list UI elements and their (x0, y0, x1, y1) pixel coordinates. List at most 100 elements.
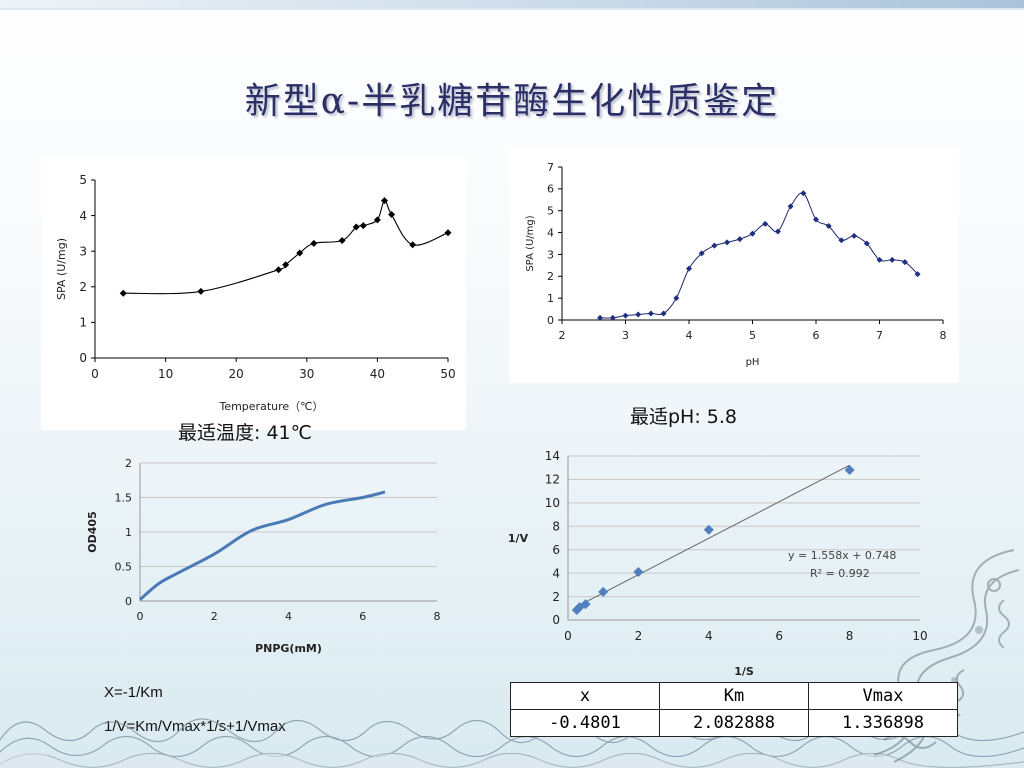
trendline-r2: R² = 0.992 (810, 567, 870, 580)
data-point (598, 586, 609, 597)
x-tick-label: 50 (440, 367, 455, 381)
pnpg-chart: 0 0.5 1 1.5 2 0 2 4 6 8 PNPG(mM) OD405 (86, 457, 441, 655)
data-point (844, 465, 855, 476)
data-point (282, 261, 290, 269)
data-point (711, 242, 718, 249)
data-point (373, 216, 381, 224)
series-line (139, 490, 386, 601)
x-axis-label: Temperature（℃） (218, 400, 323, 413)
data-point (762, 220, 769, 227)
top-border-bar (0, 0, 1024, 8)
x-tick-label: 10 (912, 629, 927, 643)
data-point (800, 190, 807, 197)
x-tick-label: 0 (91, 367, 99, 381)
data-point (338, 237, 346, 245)
slide-title: 新型α-半乳糖苷酶生化性质鉴定 (244, 81, 780, 122)
data-point (851, 232, 858, 239)
y-tick-label: 4 (79, 209, 87, 223)
x-tick-label: 8 (846, 629, 854, 643)
y-axis-label: 1/V (508, 532, 529, 545)
y-tick-label: 2 (79, 280, 87, 294)
y-tick-label: 1 (547, 292, 554, 305)
y-tick-label: 3 (547, 248, 554, 261)
top-border-line (0, 8, 1024, 10)
data-point (724, 239, 731, 246)
data-point (359, 222, 367, 230)
data-point (647, 310, 654, 317)
y-tick-label: 5 (79, 173, 87, 187)
data-point (633, 566, 644, 577)
y-tick-label: 4 (552, 566, 560, 580)
y-tick-label: 3 (79, 244, 87, 258)
x-tick-label: 30 (299, 367, 314, 381)
x-axis-label: 1/S (734, 665, 754, 678)
data-point (310, 239, 318, 247)
data-point (622, 312, 629, 319)
data-point (197, 287, 205, 295)
y-tick-label: 0 (552, 613, 560, 627)
trendline (574, 464, 850, 609)
table-header-cell: x (510, 682, 660, 710)
x-tick-label: 4 (686, 329, 693, 342)
y-tick-label: 0.5 (115, 560, 133, 573)
data-point (609, 314, 616, 321)
data-point (352, 223, 360, 231)
data-point (774, 228, 781, 235)
x-tick-label: 5 (749, 329, 756, 342)
y-tick-label: 1.5 (115, 491, 133, 504)
y-tick-label: 0 (125, 595, 132, 608)
table-cell: 1.336898 (808, 709, 958, 737)
data-point (409, 241, 417, 249)
y-axis-label: SPA (U/mg) (55, 238, 68, 300)
x-tick-label: 20 (229, 367, 244, 381)
y-tick-label: 6 (547, 183, 554, 196)
data-point (698, 250, 705, 257)
y-tick-label: 1 (79, 316, 87, 330)
x-tick-label: 2 (211, 610, 218, 623)
data-point (914, 271, 921, 278)
data-point (863, 240, 870, 247)
series-line (123, 200, 449, 295)
x-tick-label: 0 (564, 629, 572, 643)
data-point (580, 599, 591, 610)
x-tick-label: 6 (813, 329, 820, 342)
x-tick-label: 8 (940, 329, 947, 342)
y-tick-label: 2 (547, 270, 554, 283)
data-point (388, 211, 396, 219)
x-tick-label: 7 (876, 329, 883, 342)
y-tick-label: 2 (125, 457, 132, 470)
x-tick-label: 0 (137, 610, 144, 623)
data-point (380, 197, 388, 205)
temperature-chart-panel: 0 1 2 3 4 5 0 10 20 30 40 50 Temperature（℃） SPA (U/mg… (41, 156, 466, 430)
y-tick-label: 10 (545, 496, 560, 510)
data-point (787, 203, 794, 210)
y-tick-label: 12 (545, 473, 560, 487)
data-point (119, 289, 127, 297)
table-header-cell: Vmax (808, 682, 958, 710)
optimal-temperature-label: 最适温度: 41℃ (178, 422, 312, 444)
data-point (673, 295, 680, 302)
table-row: -0.4801 2.082888 1.336898 (510, 709, 958, 737)
data-point (660, 310, 667, 317)
formula-lineweaver: 1/V=Km/Vmax*1/s+1/Vmax (104, 718, 286, 735)
x-tick-label: 6 (359, 610, 366, 623)
table-cell: 2.082888 (659, 709, 809, 737)
y-tick-label: 6 (552, 543, 560, 557)
x-tick-label: 4 (285, 610, 292, 623)
data-point (901, 259, 908, 266)
data-point (736, 236, 743, 243)
y-tick-label: 8 (552, 519, 560, 533)
data-point (597, 314, 604, 321)
data-point (889, 256, 896, 263)
data-point (444, 229, 452, 237)
table-header-row: x Km Vmax (510, 682, 958, 710)
data-point (703, 524, 714, 535)
x-tick-label: 40 (370, 367, 385, 381)
data-point (296, 249, 304, 257)
x-tick-label: 10 (158, 367, 173, 381)
data-point (749, 230, 756, 237)
y-tick-label: 2 (552, 590, 560, 604)
x-tick-label: 2 (559, 329, 566, 342)
data-point (275, 266, 283, 274)
y-tick-label: 5 (547, 205, 554, 218)
